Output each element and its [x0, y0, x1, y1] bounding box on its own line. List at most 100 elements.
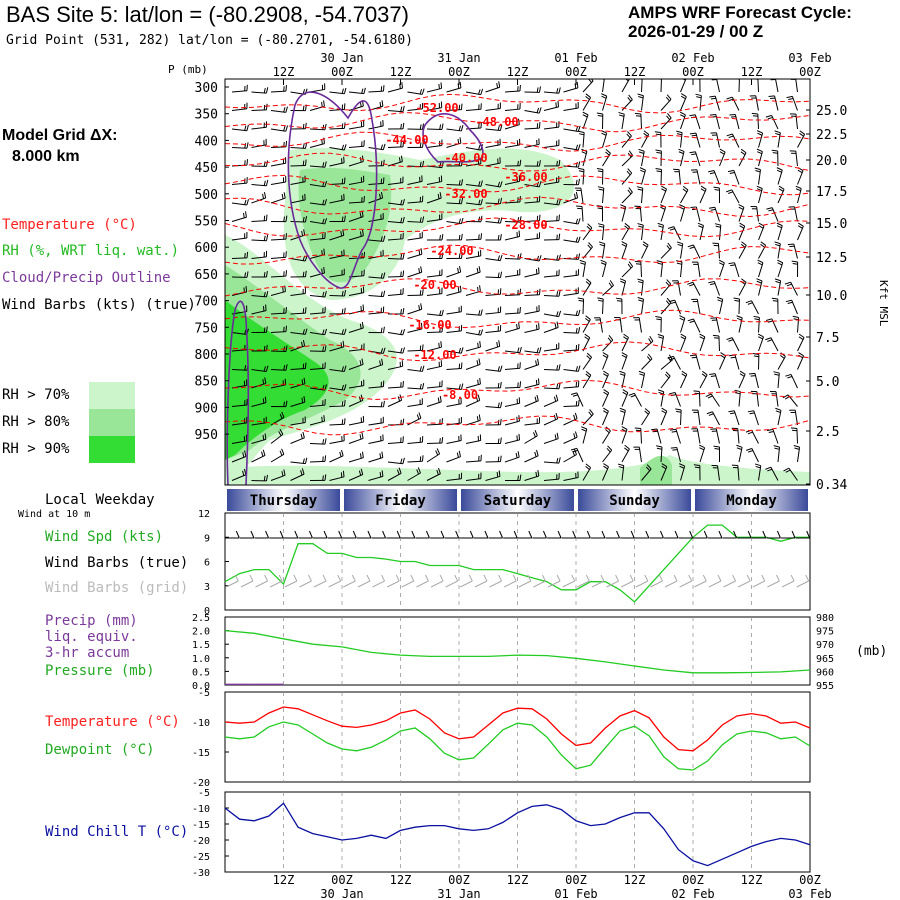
- surface-barb-true: [590, 530, 606, 539]
- wind-barb: [655, 167, 662, 185]
- wind-barb: [543, 457, 561, 464]
- wind-barb: [407, 88, 425, 95]
- wind-barb: [426, 252, 444, 259]
- height-label: 0.34: [816, 478, 847, 493]
- wind-barb: [446, 347, 464, 354]
- wind-barb: [524, 305, 540, 315]
- legend-wind-speed: Wind Spd (kts): [45, 529, 164, 545]
- wind-barb: [563, 81, 579, 93]
- surface-barb-grid: [269, 574, 283, 588]
- wind-barb: [407, 195, 424, 204]
- wind-barb: [329, 434, 345, 444]
- wind-barb: [329, 290, 347, 297]
- wind-barb: [697, 222, 704, 241]
- bottom-hour-label: 12Z: [624, 873, 646, 887]
- wind-barb: [727, 169, 740, 185]
- surface-barb-true: [547, 530, 562, 539]
- surface-barb-true: [576, 530, 591, 539]
- surface-barb-grid: [708, 574, 722, 588]
- wind-barb: [543, 159, 561, 167]
- wind-barb: [726, 133, 740, 148]
- wind-barb: [290, 175, 306, 185]
- panel-tick-label: 0.0: [192, 681, 210, 692]
- wind-barb: [407, 467, 421, 481]
- legend-rh70: RH > 70%: [2, 387, 70, 403]
- wind-barb: [348, 394, 364, 407]
- wind-barb: [765, 114, 779, 130]
- surface-barb-true: [561, 530, 577, 539]
- wind-barb: [706, 411, 720, 426]
- wind-barb: [582, 223, 593, 241]
- wind-barb: [728, 262, 740, 278]
- wind-barb: [680, 333, 687, 352]
- wind-barb: [637, 223, 644, 241]
- temperature-contour: [225, 379, 810, 401]
- surface-barb-grid: [430, 574, 444, 588]
- wind-barb: [716, 296, 724, 315]
- wind-barb: [309, 306, 326, 315]
- wind-barb: [485, 340, 501, 352]
- surface-barb-grid: [694, 574, 707, 588]
- wind-barb: [578, 130, 585, 148]
- wind-barb: [757, 259, 764, 278]
- wind-barb: [795, 185, 802, 204]
- wind-barb: [270, 251, 287, 259]
- surface-barb-grid: [313, 574, 327, 588]
- wind-barb: [368, 451, 384, 463]
- wind-barb: [426, 309, 444, 317]
- surface-temp-panel: -5 -10 -15 -20: [192, 688, 811, 789]
- wind-barb: [387, 216, 405, 224]
- wind-barb: [633, 446, 642, 463]
- wind-barb: [329, 400, 346, 407]
- wind-barb: [251, 191, 267, 204]
- wind-barb: [504, 346, 522, 354]
- wind-barb: [543, 432, 559, 444]
- wind-barb: [680, 93, 687, 111]
- surface-barb-grid: [489, 574, 503, 588]
- wind-barb: [582, 370, 592, 389]
- wind-barb: [543, 342, 560, 352]
- wind-barb: [465, 329, 484, 336]
- wind-barb: [621, 261, 634, 278]
- wind-barb: [679, 111, 686, 130]
- wind-barb: [485, 455, 502, 463]
- temperature-contour-label: -20.00: [413, 278, 456, 292]
- wind-barb: [680, 370, 688, 389]
- wind-barb: [270, 307, 287, 315]
- top-hour-label: 00Z: [331, 65, 353, 79]
- wind-barb: [710, 317, 720, 333]
- wind-barb: [634, 205, 642, 222]
- bottom-date-label: 31 Jan: [437, 887, 480, 900]
- wind-barb: [387, 176, 404, 185]
- surface-barb-true: [766, 530, 781, 539]
- pressure-tick-label: 975: [816, 627, 834, 638]
- surface-barb-grid: [386, 574, 400, 588]
- wind-barb: [290, 193, 306, 204]
- pressure-label: 600: [195, 241, 218, 256]
- weekday-label: Monday: [726, 493, 777, 509]
- wind-barb: [600, 259, 607, 278]
- wind-barb: [753, 315, 760, 333]
- wind-barb: [756, 130, 764, 148]
- wind-barb: [543, 382, 561, 390]
- wind-barb: [387, 270, 405, 278]
- wind-barb: [270, 469, 286, 481]
- wind-barb: [790, 427, 798, 444]
- wind-barb: [407, 123, 425, 130]
- wind-barb: [708, 280, 720, 296]
- wind-barb: [290, 229, 306, 241]
- wind-barb: [679, 463, 686, 481]
- wind10m-panel: 12 9 6 3 0: [198, 509, 811, 617]
- pressure-label: 450: [195, 161, 218, 176]
- wind-barb: [679, 315, 686, 333]
- wind-barb: [290, 216, 308, 223]
- wind-barb: [309, 328, 328, 336]
- wind-barb: [329, 87, 347, 95]
- wind-barb: [655, 316, 662, 333]
- surface-barb-grid: [781, 574, 795, 588]
- bottom-hour-label: 00Z: [682, 873, 704, 887]
- precip-bar: [225, 683, 255, 685]
- wind-barb: [270, 192, 286, 204]
- wind-barb: [621, 187, 633, 204]
- wind-barb: [368, 272, 386, 279]
